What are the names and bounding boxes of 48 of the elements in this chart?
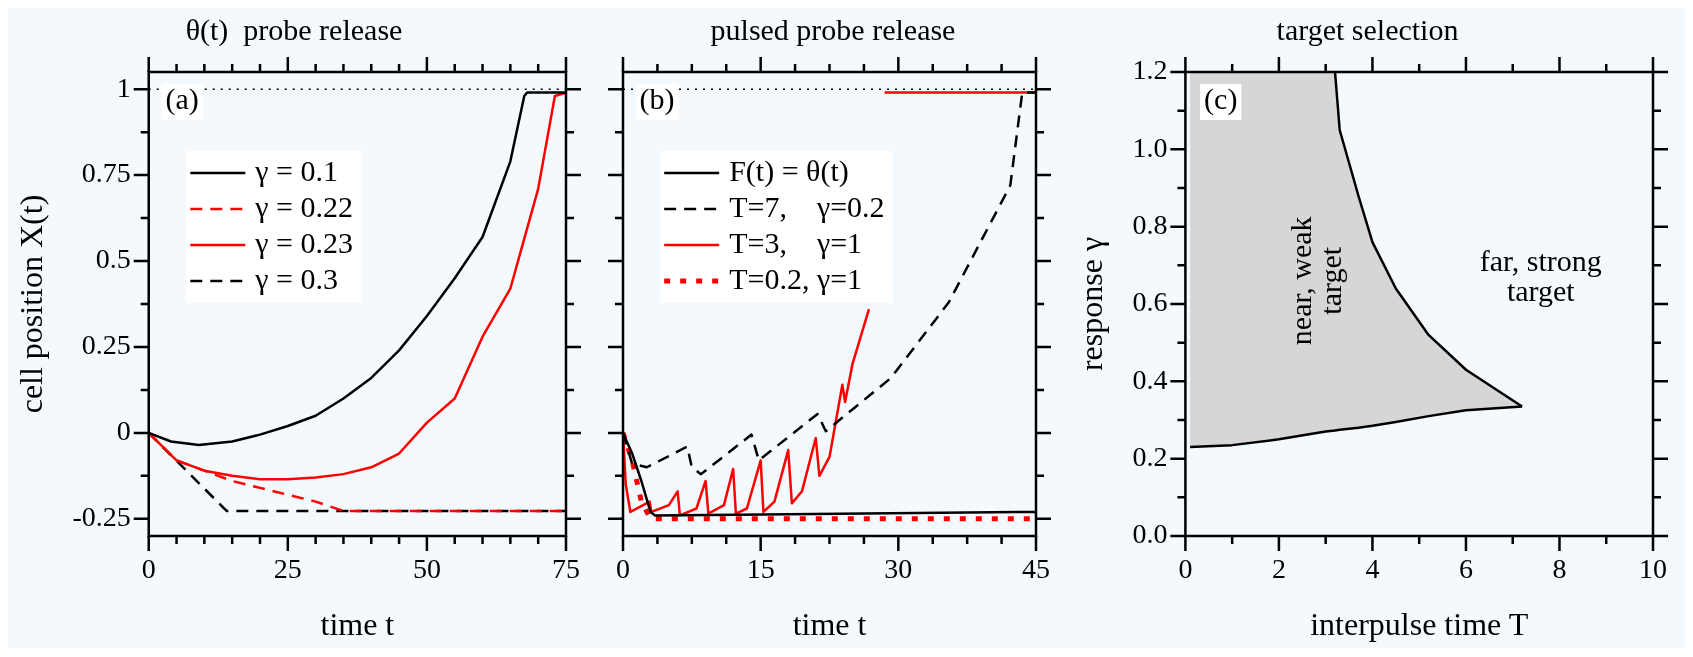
y-tick-label: 0.25 (81, 329, 131, 361)
y-tick-label: 0.2 (1132, 441, 1168, 473)
chart-title: θ(t) probe release (185, 12, 403, 47)
y-tick-label: -0.25 (72, 501, 131, 533)
legend-label: γ = 0.3 (254, 261, 338, 295)
y-tick-label: 0.4 (1132, 363, 1168, 395)
annotation: (b) (639, 81, 675, 116)
x-tick-label: 6 (1458, 553, 1473, 585)
y-tick-label: 1.2 (1132, 54, 1168, 86)
annotation: far, strong target (1479, 244, 1602, 308)
legend-label: T=3, γ=1 (729, 225, 863, 259)
x-axis-title: interpulse time T (1310, 606, 1529, 643)
x-tick-label: 2 (1271, 553, 1286, 585)
y-tick-label: 0.5 (95, 243, 131, 275)
x-tick-label: 45 (1022, 553, 1050, 585)
y-tick-label: 0.0 (1132, 518, 1168, 550)
annotation: (a) (165, 81, 199, 116)
legend-label: F(t) = θ(t) (729, 153, 849, 188)
chart-title: pulsed probe release (710, 12, 956, 46)
legend-label: T=7, γ=0.2 (729, 189, 885, 223)
legend-label: T=0.2, γ=1 (729, 261, 863, 295)
legend-label: γ = 0.1 (254, 153, 338, 187)
y-tick-label: 1.0 (1132, 131, 1168, 163)
x-tick-label: 30 (884, 553, 913, 585)
x-tick-label: 75 (552, 553, 580, 585)
y-tick-label: 0.8 (1132, 209, 1168, 241)
x-axis-title: time t (320, 606, 395, 643)
y-axis-title: cell position X(t) (12, 194, 49, 414)
y-tick-label: 0.6 (1132, 286, 1168, 318)
y-tick-label: 0.75 (81, 157, 131, 189)
annotation: near, weak target (1284, 216, 1348, 346)
x-tick-label: 0 (1178, 553, 1193, 585)
x-tick-label: 8 (1552, 553, 1567, 585)
x-axis-title: time t (792, 606, 867, 643)
y-axis-title: response γ (1072, 236, 1109, 372)
x-tick-label: 10 (1639, 553, 1667, 585)
x-tick-label: 0 (141, 553, 156, 585)
x-tick-label: 4 (1365, 553, 1380, 585)
x-tick-label: 15 (746, 553, 775, 585)
legend-label: γ = 0.22 (254, 189, 353, 223)
x-tick-label: 25 (273, 553, 302, 585)
x-tick-label: 0 (616, 553, 630, 585)
y-tick-label: 0 (116, 415, 131, 447)
x-tick-label: 50 (412, 553, 441, 585)
chart-title: target selection (1276, 12, 1459, 46)
annotation: (c) (1204, 81, 1238, 116)
y-tick-label: 1 (116, 71, 131, 103)
legend-label: γ = 0.23 (254, 225, 353, 259)
